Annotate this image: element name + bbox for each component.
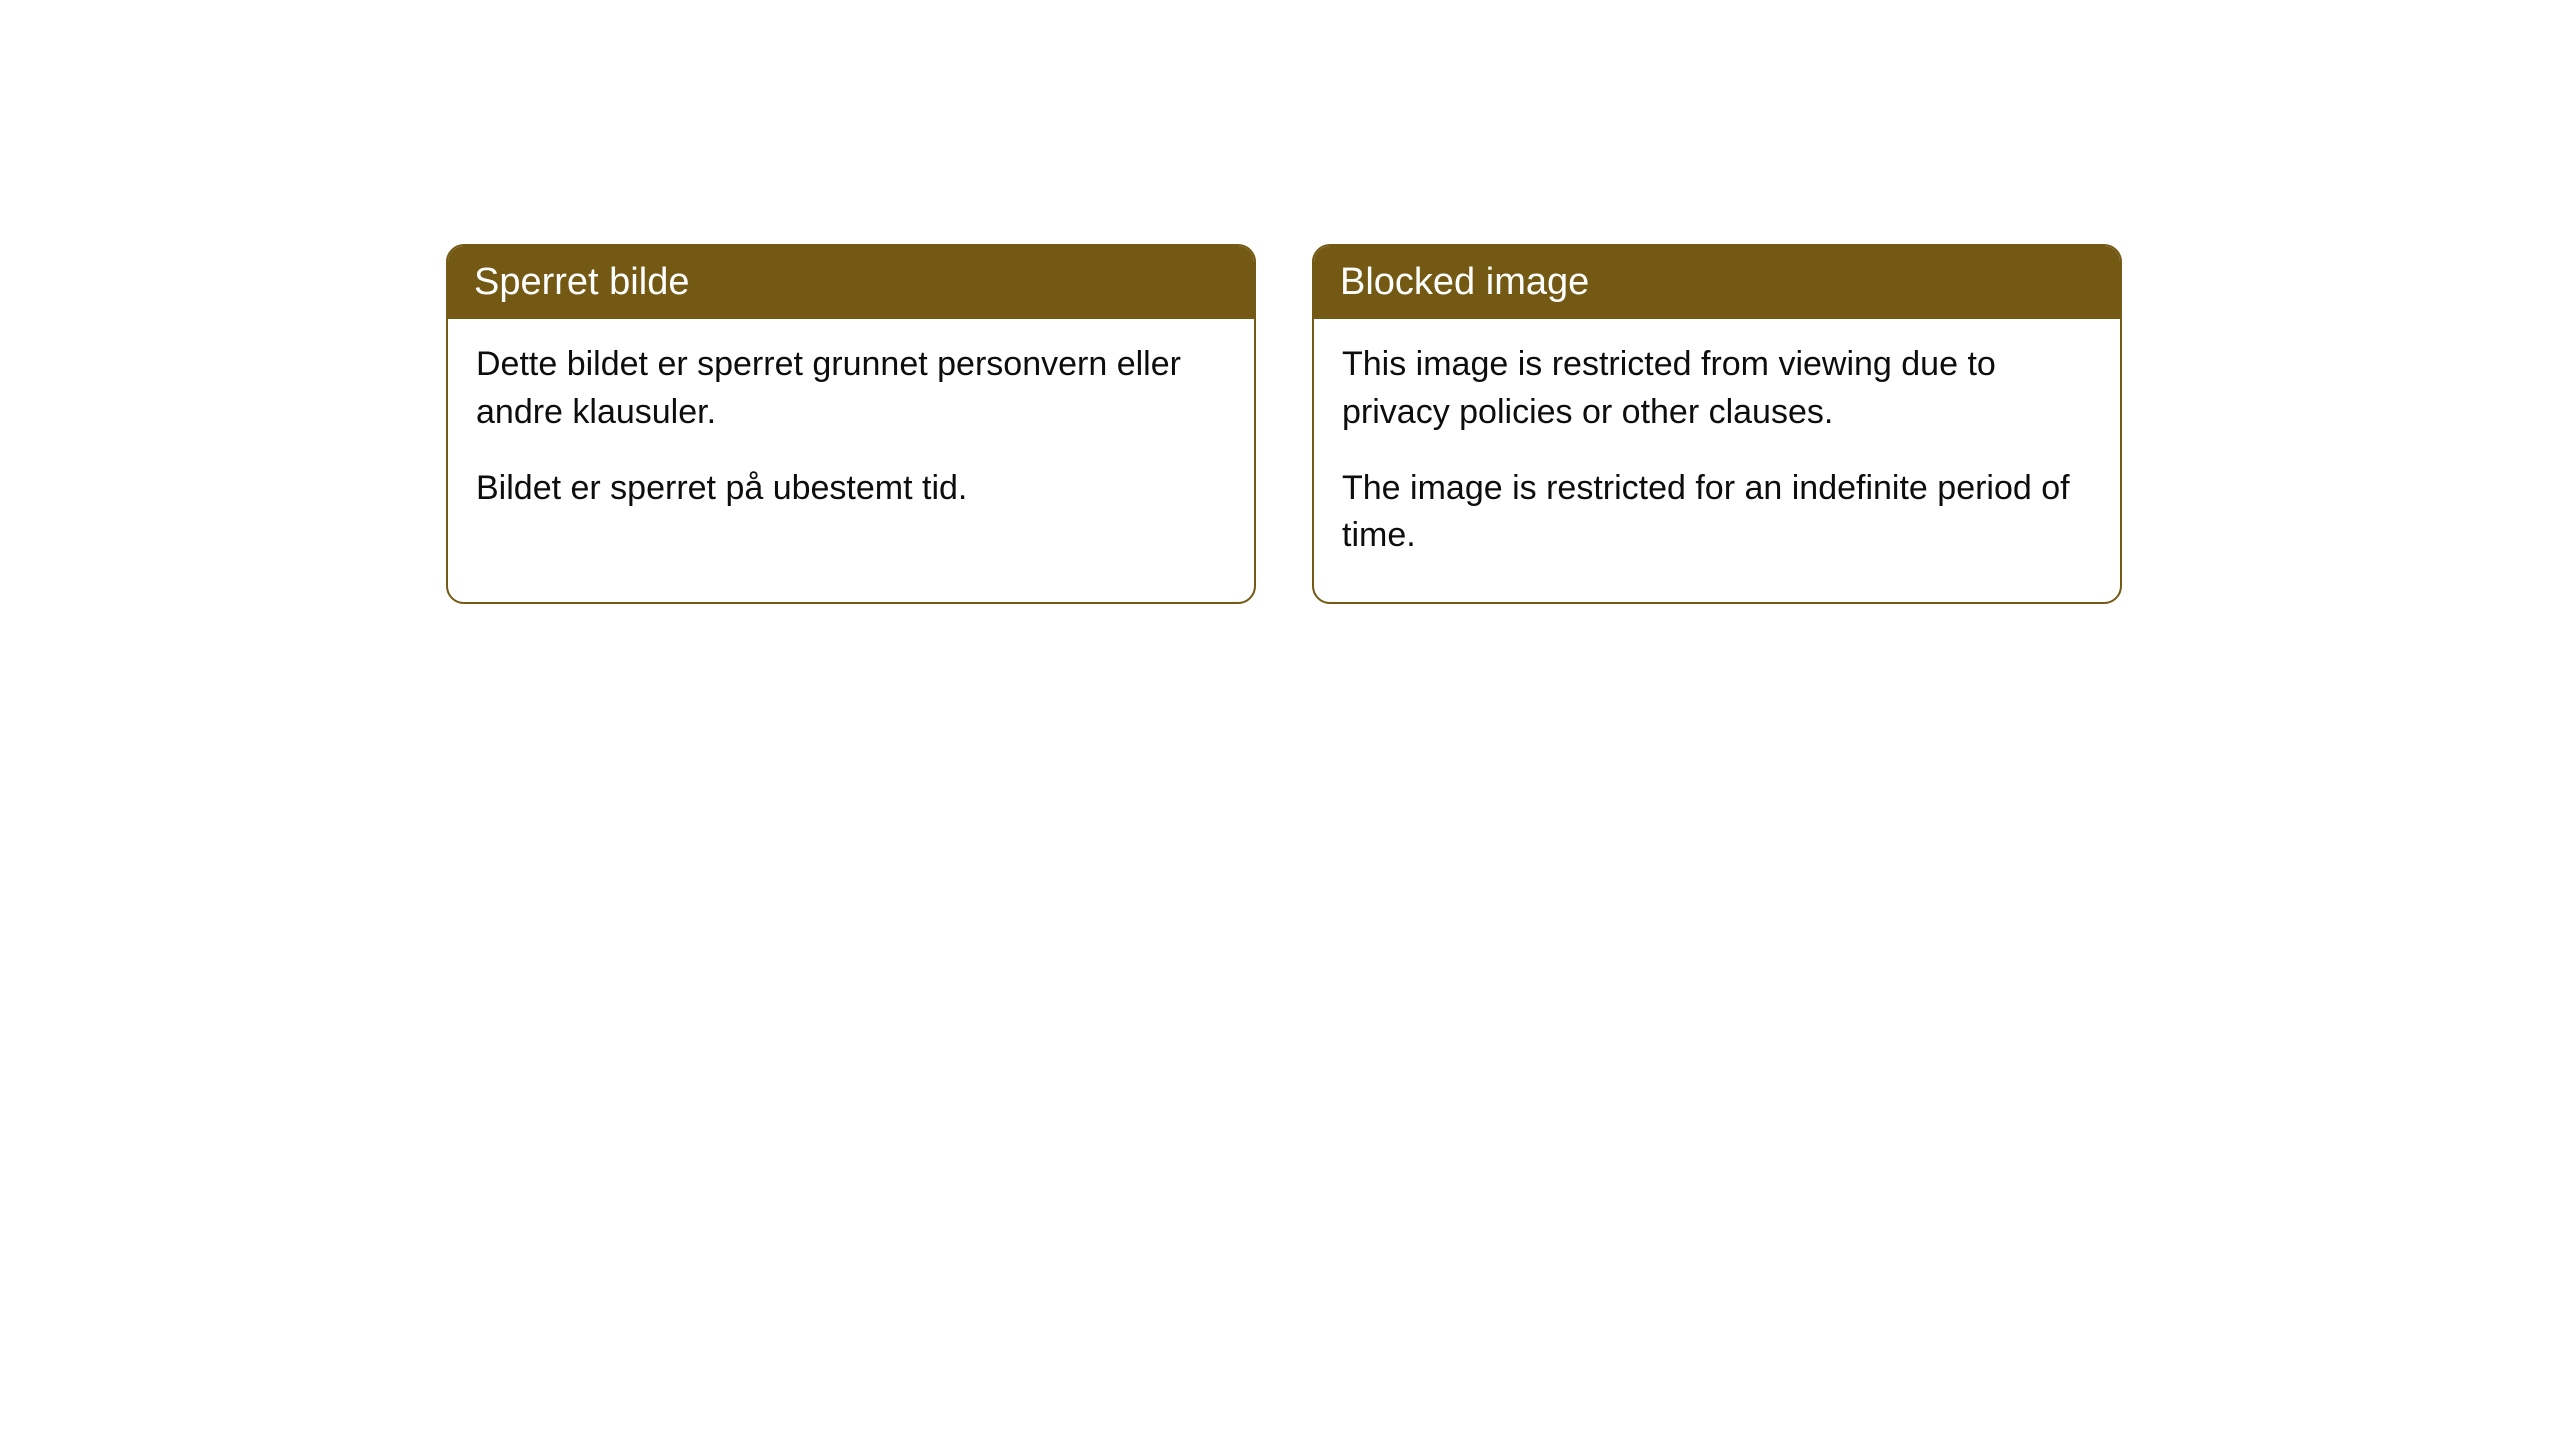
blocked-image-card-no: Sperret bilde Dette bildet er sperret gr… (446, 244, 1256, 604)
card-body-en: This image is restricted from viewing du… (1314, 319, 2120, 601)
card-paragraph-no-2: Bildet er sperret på ubestemt tid. (476, 465, 1226, 513)
card-header-no: Sperret bilde (448, 246, 1254, 319)
card-paragraph-en-2: The image is restricted for an indefinit… (1342, 465, 2092, 560)
cards-container: Sperret bilde Dette bildet er sperret gr… (0, 0, 2560, 604)
blocked-image-card-en: Blocked image This image is restricted f… (1312, 244, 2122, 604)
card-header-en: Blocked image (1314, 246, 2120, 319)
card-body-no: Dette bildet er sperret grunnet personve… (448, 319, 1254, 554)
card-paragraph-no-1: Dette bildet er sperret grunnet personve… (476, 341, 1226, 436)
card-paragraph-en-1: This image is restricted from viewing du… (1342, 341, 2092, 436)
